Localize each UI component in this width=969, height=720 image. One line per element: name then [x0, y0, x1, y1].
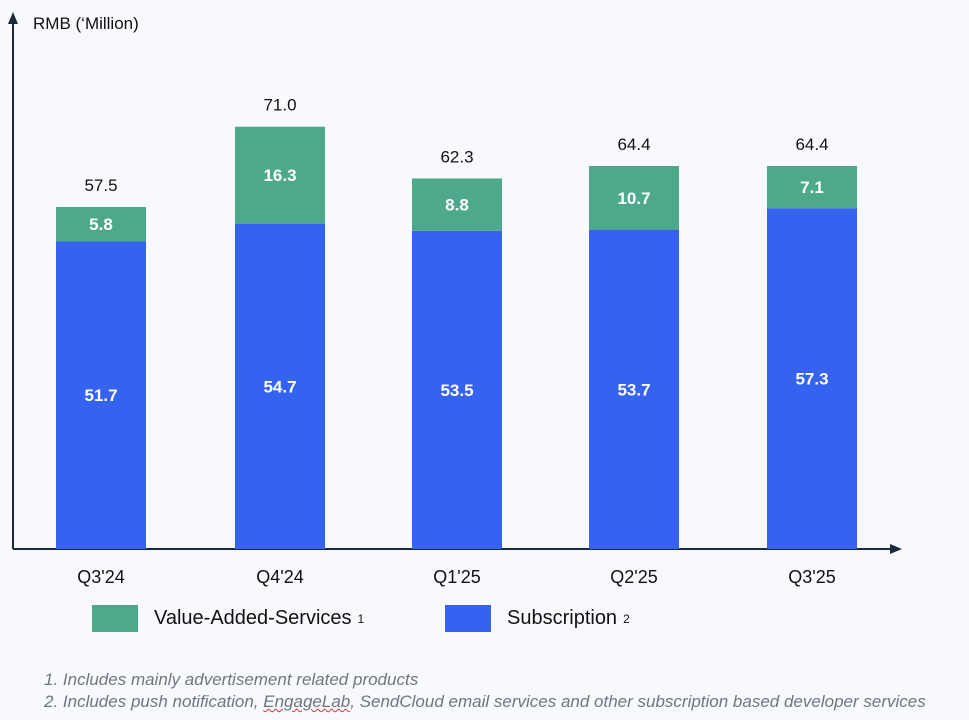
total-label: 64.4 [795, 135, 828, 154]
x-tick-label: Q3'24 [77, 567, 124, 587]
x-tick-label: Q4'24 [256, 567, 303, 587]
total-label: 62.3 [440, 147, 473, 166]
bar-subscription [589, 229, 679, 549]
bar-vas [412, 178, 502, 231]
footnote-2-engagelab: EngageLab [263, 692, 351, 711]
legend-footnote-subscription: 2 [623, 611, 630, 626]
bar-subscription [767, 208, 857, 549]
legend-swatch-vas [92, 605, 138, 632]
footnote-2-part: 2. Includes push notification, [44, 692, 264, 711]
data-label: 10.7 [617, 189, 650, 208]
legend-item-subscription: Subscription 2 [445, 605, 630, 632]
data-label: 8.8 [445, 196, 469, 215]
x-tick-label: Q1'25 [433, 567, 480, 587]
data-label: 53.7 [617, 380, 650, 399]
y-axis-label: RMB (‘Million) [33, 14, 139, 33]
legend-label-vas: Value-Added-Services [154, 607, 352, 629]
footnotes: 1. Includes mainly advertisement related… [44, 669, 926, 713]
data-label: 16.3 [263, 166, 296, 185]
legend-label-subscription: Subscription [507, 607, 618, 629]
x-axis-arrow-icon [890, 544, 902, 554]
total-label: 57.5 [84, 176, 117, 195]
total-label: 64.4 [617, 135, 650, 154]
legend-footnote-vas: 1 [357, 611, 365, 626]
x-tick-label: Q2'25 [610, 567, 657, 587]
bar-subscription [56, 241, 146, 550]
data-label: 5.8 [89, 215, 113, 234]
data-label: 51.7 [84, 386, 117, 405]
x-tick-label: Q3'25 [788, 567, 835, 587]
data-label: 57.3 [795, 370, 828, 389]
total-label: 71.0 [263, 96, 296, 115]
data-label: 54.7 [263, 377, 296, 396]
data-label: 7.1 [800, 178, 824, 197]
data-label: 53.5 [440, 381, 473, 400]
legend-swatch-subscription [445, 605, 491, 632]
bar-vas [235, 126, 325, 224]
bar-vas [589, 165, 679, 230]
footnote-1: 1. Includes mainly advertisement related… [44, 670, 419, 689]
footnote-2: 2. Includes push notification, EngageLab… [44, 691, 926, 713]
bar-vas [767, 165, 857, 209]
bar-subscription [412, 230, 502, 549]
bar-subscription [235, 223, 325, 549]
bar-vas [56, 207, 146, 242]
y-axis-arrow-icon [8, 12, 18, 24]
stacked-bar-chart: RMB (‘Million) 51.7 5.8 57.5 Q3'24 54.7 16.3 7… [8, 12, 902, 587]
legend-item-vas: Value-Added-Services 1 [92, 605, 364, 632]
footnote-2-rest: , SendCloud email services and other sub… [350, 692, 926, 711]
